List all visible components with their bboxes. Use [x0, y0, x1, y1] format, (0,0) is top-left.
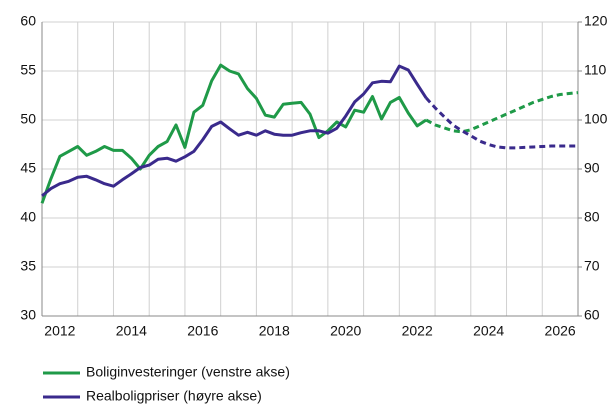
x-tick-label: 2026 [545, 323, 576, 339]
y-tick-label: 60 [20, 13, 36, 29]
x-tick-label: 2024 [473, 323, 504, 339]
y2-tick-label: 80 [584, 209, 600, 225]
series-line [41, 64, 428, 198]
y-tick-label: 45 [20, 160, 36, 176]
y-tick-label: 40 [20, 209, 36, 225]
y2-tick-label: 120 [584, 13, 608, 29]
y2-tick-label: 110 [584, 62, 607, 78]
x-tick-label: 2012 [44, 323, 75, 339]
y2-tick-label: 100 [584, 111, 608, 127]
legend-label: Realboligpriser (høyre akse) [86, 388, 262, 404]
y-tick-label: 50 [20, 111, 36, 127]
y2-tick-label: 60 [584, 307, 600, 323]
y-tick-label: 55 [20, 62, 36, 78]
legend-label: Boliginvesteringer (venstre akse) [86, 364, 290, 380]
y2-tick-label: 90 [584, 160, 600, 176]
x-tick-label: 2022 [402, 323, 433, 339]
x-tick-label: 2018 [259, 323, 290, 339]
x-tick-label: 2014 [116, 323, 147, 339]
y-tick-label: 35 [20, 258, 36, 274]
x-tick-label: 2016 [187, 323, 218, 339]
series-line-projection [425, 91, 579, 134]
series-line-projection [424, 96, 578, 150]
y-tick-label: 30 [20, 307, 36, 323]
y2-tick-label: 70 [584, 258, 600, 274]
x-tick-label: 2020 [330, 323, 361, 339]
series-line [40, 63, 427, 204]
